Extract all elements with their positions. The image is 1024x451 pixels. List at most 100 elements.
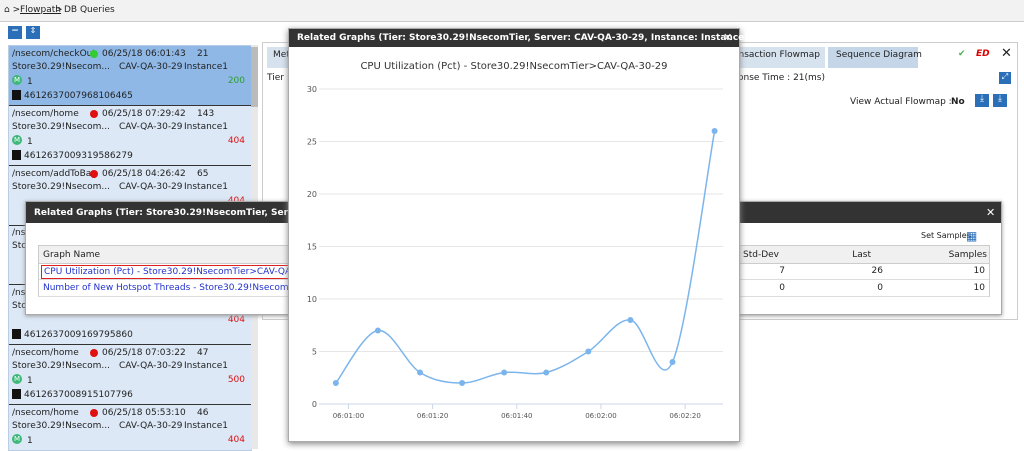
ok-icon[interactable]: ✔ [958,49,966,59]
flowpath-url: /nsecom/home [12,348,79,358]
data-point [669,359,676,365]
response-time: onse Time : 21(ms) [738,73,826,83]
call-count: 1 [27,136,33,147]
y-tick-label: 5 [312,348,317,357]
call-count: 1 [27,435,33,446]
call-count: 1 [27,77,33,87]
flowpath-count: 46 [197,407,209,418]
data-point [627,317,634,323]
status-code: 404 [228,196,245,206]
flowpath-date: 06/25/18 07:29:42 [102,108,186,119]
sort-button[interactable]: ⇕ [26,26,40,39]
breadcrumb-link[interactable]: Flowpath [20,5,62,15]
id-icon [12,389,21,399]
id-icon [12,149,21,160]
x-tick-label: 06:01:40 [501,412,532,420]
instance-name: Instance1 [184,361,229,371]
status-dot [90,408,98,417]
call-count: 1 [27,376,33,386]
method-icon: M [12,433,22,444]
column-header[interactable]: Std-Dev [743,250,779,260]
flowpath-url: /ns [12,288,26,299]
tier-name: Store30.29!Nsecom... [12,420,110,431]
y-tick-label: 0 [312,400,317,409]
collapse-button[interactable]: − [8,26,22,39]
id-icon [12,329,21,340]
flowpath-date: 06/25/18 07:03:22 [102,348,186,358]
close-icon[interactable]: ✕ [1001,46,1012,61]
tab[interactable]: Sequence Diagram [828,47,922,68]
download-button[interactable]: ⤓ [993,94,1007,107]
tier-name: Stor [12,301,31,312]
data-point [332,380,339,386]
server-name: CAV-QA-30-29 [119,62,183,72]
data-point [501,369,508,376]
x-tick-label: 06:02:00 [585,412,616,420]
tier-name: Store30.29!Nsecom... [12,361,110,371]
home-icon[interactable]: ⌂ > [4,5,21,15]
status-dot [90,109,98,118]
flowpath-item[interactable]: /nsecom/checkOut 06/25/18 06:01:43 21 Store… [9,46,251,106]
close-icon[interactable]: ✕ [723,31,733,44]
flowpath-item[interactable]: /nsecom/home 06/25/18 05:53:10 46 Store30.2… [9,405,251,450]
y-tick-label: 20 [307,190,317,199]
tier-name: Store30.29!Nsecom... [12,181,110,192]
y-tick-label: 30 [307,85,317,94]
x-tick-label: 06:02:20 [669,412,700,420]
column-header[interactable]: Graph Name [43,250,101,260]
popup-title: Related Graphs (Tier: Store30.29!NsecomT… [297,33,755,43]
chart: CPU Utilization (Pct) - Store30.29!Nseco… [307,61,723,420]
graph-name[interactable]: Number of New Hotspot Threads - Store30.… [43,282,348,293]
flowpath-url: /nsecom/home [12,407,79,418]
server-name: CAV-QA-30-29 [119,361,183,371]
tier-name: Stor [12,241,31,252]
y-tick-label: 25 [307,138,317,147]
flowpath-item[interactable]: /nsecom/home 06/25/18 07:29:42 143 Store30.… [9,106,251,166]
server-name: CAV-QA-30-29 [119,121,183,132]
close-icon[interactable]: ✕ [986,206,996,219]
data-point [417,369,423,376]
instance-name: Instance1 [184,121,229,132]
status-dot [90,50,98,58]
method-icon: M [12,75,22,85]
flowpath-list: /nsecom/checkOut 06/25/18 06:01:43 21 Store… [8,45,252,451]
column-header[interactable]: Last [852,250,871,260]
chart-popup: Related Graphs (Tier: Store30.29!NsecomT… [288,28,755,442]
tier-name: Store30.29!Nsecom... [12,62,110,72]
expand-icon[interactable]: ⤢ [999,72,1011,84]
download-button[interactable]: ⤓ [975,94,989,107]
y-tick-label: 10 [307,295,317,304]
status-code: 200 [227,76,245,86]
flowpath-item[interactable]: /nsecom/home 06/25/18 07:03:22 47 Store30.2… [9,345,251,405]
column-header[interactable]: Samples [948,250,987,260]
grid-icon[interactable]: ▦ [966,229,978,243]
method-icon: M [12,374,22,384]
status-dot [90,349,98,357]
flowpath-date: 06/25/18 06:01:43 [102,49,186,59]
server-name: CAV-QA-30-29 [119,420,183,431]
flowmap-value[interactable]: No [951,97,965,107]
tab[interactable]: ansaction Flowmap [733,47,825,68]
flowpath-id: 4612637009169795860 [24,330,133,341]
instance-name: Instance1 [184,62,229,72]
status-code: 404 [227,135,245,146]
status-code: 404 [227,315,245,326]
flowpath-count: 21 [197,49,209,59]
y-tick-label: 15 [307,243,317,252]
flowpath-date: 06/25/18 05:53:10 [102,407,186,418]
breadcrumb-sep: > [55,5,63,15]
flowpath-item[interactable]: /ns Stor 404 4612637009169795860 [9,285,251,346]
data-point [374,327,381,334]
chart-title: CPU Utilization (Pct) - Store30.29!Nseco… [360,61,667,72]
x-tick-label: 06:01:00 [333,412,364,420]
flowpath-url: /nsecom/addToBag [12,168,98,179]
flowpath-id: 4612637008915107796 [24,390,133,400]
data-point [585,348,592,355]
x-tick-label: 06:01:20 [417,412,448,420]
flowpath-count: 65 [197,168,209,179]
instance-name: Instance1 [184,181,229,192]
data-point [459,380,466,386]
tier-label: Tier : [267,73,290,83]
ed-icon[interactable]: ED [976,49,990,59]
status-code: 500 [227,375,245,385]
